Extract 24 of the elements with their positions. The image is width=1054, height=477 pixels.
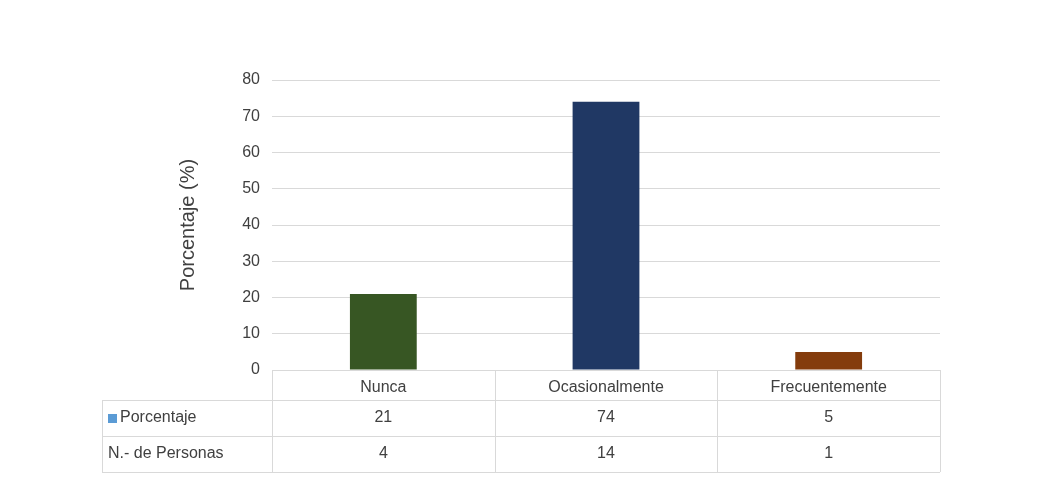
- text: 4: [378, 444, 388, 462]
- text: Porcentaje: [120, 408, 197, 426]
- y-tick-label: 50: [242, 179, 261, 197]
- y-tick-label: 40: [242, 215, 261, 233]
- y-tick-label: 20: [242, 287, 261, 305]
- x-tick-label: Ocasionalmente: [548, 378, 664, 396]
- data-label: 21: [374, 408, 393, 426]
- y-tick-label: 30: [242, 251, 261, 269]
- bar: [795, 351, 863, 370]
- data-label: 74: [597, 408, 615, 426]
- y-tick-label: 60: [242, 142, 261, 160]
- bar: [349, 293, 417, 370]
- y-tick-label: 80: [242, 70, 261, 88]
- text: 14: [597, 444, 615, 462]
- y-tick-label: 0: [251, 360, 261, 378]
- text: 1: [824, 444, 834, 462]
- data-label: 5: [824, 408, 834, 426]
- bar: [572, 101, 640, 370]
- y-axis-title: Porcentaje (%): [175, 158, 198, 292]
- y-tick-label: 10: [242, 324, 261, 342]
- text: N.- de Personas: [108, 444, 224, 462]
- x-tick-label: Nunca: [360, 378, 407, 396]
- y-tick-label: 70: [242, 106, 261, 124]
- x-tick-label: Frecuentemente: [770, 378, 888, 396]
